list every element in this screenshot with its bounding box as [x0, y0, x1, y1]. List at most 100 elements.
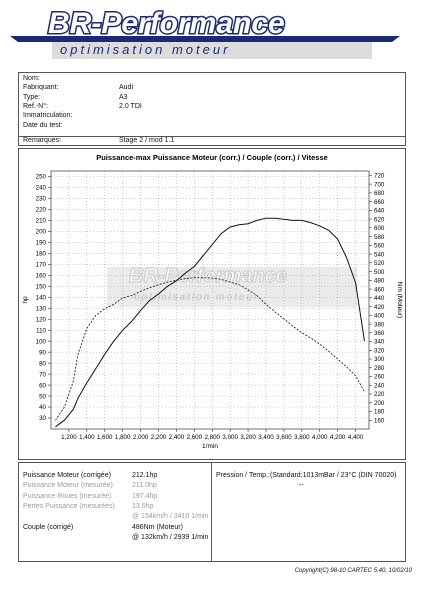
y-right-tick-label: 160: [374, 417, 385, 424]
y-left-tick-label: 60: [39, 382, 46, 389]
y-left-tick-label: 160: [36, 272, 47, 279]
y-left-tick-label: 210: [36, 218, 47, 225]
result-value: @ 132km/h / 2939 1/min: [132, 533, 209, 541]
y-left-tick-label: 170: [36, 262, 47, 269]
y-right-tick-label: 700: [374, 181, 385, 188]
info-label: Immatriculation:: [23, 112, 73, 120]
x-tick-label: 2,400: [169, 434, 185, 441]
result-value: 211.0hp: [132, 482, 157, 490]
y-right-tick-label: 500: [374, 269, 385, 276]
x-tick-label: 1,800: [115, 434, 131, 441]
y-right-tick-label: 400: [374, 313, 385, 320]
y-right-tick-label: 660: [374, 199, 385, 206]
y-left-tick-label: 200: [36, 229, 47, 236]
y-left-tick-label: 40: [39, 404, 46, 411]
result-label: Pertes Puissance (mesurées): [23, 502, 115, 510]
x-tick-label: 2,800: [204, 434, 220, 441]
y-left-tick-label: 120: [36, 316, 47, 323]
info-label: Date du test:: [23, 121, 63, 129]
pressure-label: Pression / Temp.:(Standard:1013mBar / 23…: [216, 472, 397, 479]
y-left-tick-label: 90: [39, 349, 46, 356]
y-right-tick-label: 300: [374, 356, 385, 363]
results-panel: Pression / Temp.:(Standard:1013mBar / 23…: [18, 462, 406, 562]
info-label: Nom:: [23, 75, 40, 82]
result-label: Puissance Roues (mesurée): [23, 492, 112, 500]
info-label: Remarques:: [23, 137, 62, 144]
result-label: Puissance Moteur (corrigée): [23, 472, 111, 479]
info-label: Type:: [23, 93, 41, 101]
vehicle-info-table: Nom: Fabriquant: Audi Type: A3 Ref.-N°: 2.0 TD…: [18, 72, 406, 146]
y-left-tick-label: 100: [36, 338, 47, 345]
y-right-tick-label: 380: [374, 321, 385, 328]
watermark-band: [107, 267, 357, 307]
logo-brand-text: BR-Performance: [48, 7, 285, 40]
y-left-tick-label: 110: [36, 327, 46, 334]
power-curve: [55, 217, 365, 428]
watermark-brand: BR-Performance: [129, 265, 287, 287]
info-row: Type: A3: [19, 94, 405, 103]
y-right-tick-label: 600: [374, 225, 385, 232]
y-left-tick-label: 80: [39, 360, 46, 367]
y-left-tick-label: 190: [36, 240, 47, 247]
y-right-tick-label: 420: [374, 304, 385, 311]
info-value: Stage 2 / mod 1.1: [119, 137, 175, 144]
y-right-tick-label: 200: [374, 400, 385, 407]
info-label: Ref.-N°:: [23, 102, 48, 110]
x-tick-label: 3,400: [258, 434, 274, 441]
x-tick-label: 3,000: [222, 434, 238, 441]
info-row: Remarques: Stage 2 / mod 1.1: [19, 136, 405, 146]
x-tick-label: 2,200: [151, 434, 167, 441]
y-right-tick-label: 480: [374, 278, 385, 285]
result-value: 197.4hp: [132, 492, 158, 500]
watermark-tagline: optimisation moteur: [134, 292, 259, 303]
torque-curve: [55, 277, 365, 421]
y-left-tick-label: 240: [36, 185, 47, 192]
logo-tagline: optimisation moteur: [60, 42, 230, 57]
x-tick-label: 2,000: [133, 434, 149, 441]
info-row: Ref.-N°: 2.0 TDI: [19, 103, 405, 112]
x-tick-label: 3,200: [240, 434, 256, 441]
results-divider: [211, 463, 212, 561]
info-label: Fabriquant:: [23, 84, 59, 92]
y-right-tick-label: 560: [374, 243, 385, 250]
y-left-tick-label: 30: [39, 415, 46, 422]
y-right-tick-label: 580: [374, 234, 385, 241]
x-tick-label: 1,200: [61, 434, 77, 441]
y-right-tick-label: 640: [374, 208, 385, 215]
result-label: Couple (corrigé): [23, 523, 74, 531]
x-tick-label: 1,400: [79, 434, 95, 441]
result-value: 212.1hp: [132, 472, 158, 479]
y-left-tick-label: 180: [36, 251, 47, 258]
y-right-tick-label: 260: [374, 374, 385, 381]
x-tick-label: 4,000: [312, 434, 328, 441]
y-right-tick-label: 440: [374, 295, 385, 302]
y-right-tick-label: 460: [374, 286, 385, 293]
chart-title: Puissance-max Puissance Moteur (corr.) /…: [96, 153, 328, 162]
result-value: 13.6hp: [132, 502, 154, 510]
info-value: Audi: [119, 84, 134, 92]
plot-frame: [50, 170, 370, 430]
y-left-tick-label: 130: [36, 305, 47, 312]
x-tick-label: 1,600: [97, 434, 113, 441]
brand-logo: BR-Performance optimisation moteur: [0, 0, 424, 70]
result-value: @ 154km/h / 3410 1/min: [132, 513, 209, 521]
dyno-chart: BR-Performance optimisation moteur 1,200 1…: [18, 148, 406, 460]
x-tick-label: 4,200: [330, 434, 346, 441]
y-left-tick-label: 140: [36, 294, 47, 301]
y-left-tick-label: 250: [36, 174, 47, 181]
y-right-tick-label: 340: [374, 339, 385, 346]
y-left-tick-label: 230: [36, 196, 47, 203]
y-right-tick-label: 720: [374, 173, 385, 180]
y-right-tick-label: 540: [374, 251, 385, 258]
chart-watermark: BR-Performance optimisation moteur: [107, 264, 357, 307]
x-tick-label: 2,600: [187, 434, 203, 441]
info-row: Date du test:: [19, 122, 405, 131]
info-row: Nom:: [19, 75, 405, 84]
pressure-value: --: [299, 482, 304, 489]
y-right-tick-label: 240: [374, 382, 385, 389]
info-value: 2.0 TDI: [119, 102, 142, 110]
y-left-tick-label: 150: [36, 283, 47, 290]
result-label: Puissance Moteur (mesurée): [23, 482, 113, 490]
y-right-tick-label: 360: [374, 330, 385, 337]
